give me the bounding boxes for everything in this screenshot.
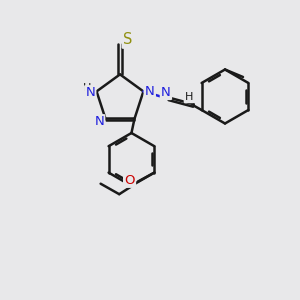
Text: H: H	[185, 92, 193, 102]
Text: N: N	[85, 86, 95, 99]
Text: H: H	[83, 83, 91, 93]
Text: O: O	[124, 174, 135, 187]
Text: N: N	[94, 116, 104, 128]
Text: N: N	[161, 86, 171, 99]
Text: S: S	[123, 32, 132, 47]
Text: N: N	[145, 85, 154, 98]
